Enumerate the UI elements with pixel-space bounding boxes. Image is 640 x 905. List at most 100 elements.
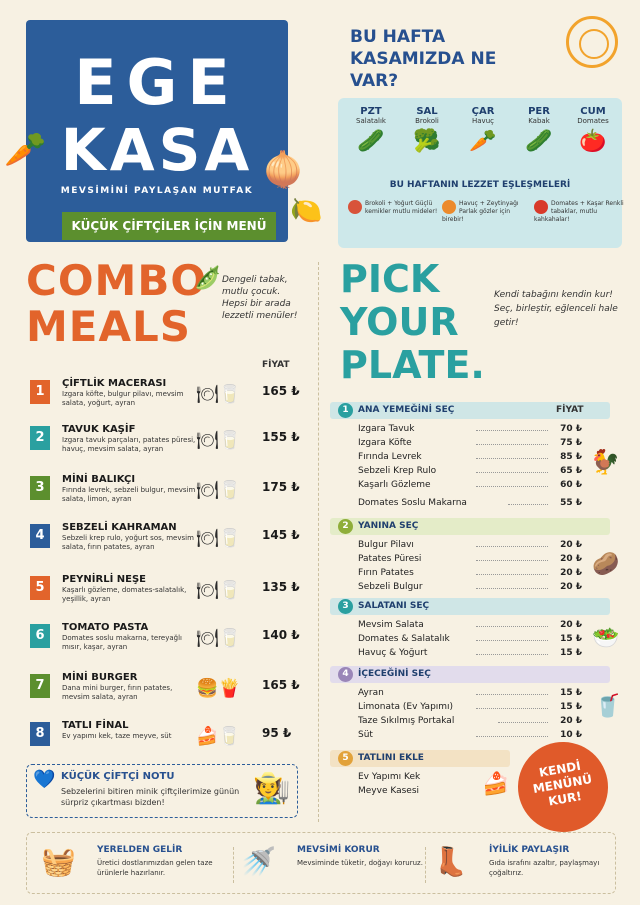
section-title: TATLINI EKLE bbox=[358, 753, 424, 763]
day-item: PER Kabak 🥒 bbox=[514, 106, 564, 154]
item-price: 70 ₺ bbox=[560, 424, 582, 434]
item-name: Fırında Levrek bbox=[358, 452, 422, 462]
combo-title: COMBO MEALS bbox=[26, 258, 207, 350]
combo-name: SEBZELİ KAHRAMAN bbox=[62, 522, 177, 533]
combo-item[interactable]: 8 TATLI FİNAL Ev yapımı kek, taze meyve,… bbox=[26, 720, 306, 766]
pair-item: Domates + Kaşar Renkli tabaklar, mutlu k… bbox=[534, 200, 624, 224]
section-number: 2 bbox=[338, 519, 353, 534]
section-number: 3 bbox=[338, 599, 353, 614]
combo-price: 165 ₺ bbox=[262, 384, 300, 398]
menu-row[interactable]: Izgara Köfte 75 ₺ bbox=[358, 438, 582, 451]
menu-row[interactable]: Ayran 15 ₺ bbox=[358, 688, 582, 701]
menu-row[interactable]: Domates & Salatalık 15 ₺ bbox=[358, 634, 582, 647]
day-label: PZT bbox=[360, 106, 382, 117]
combo-price: 165 ₺ bbox=[262, 678, 300, 692]
menu-row[interactable]: Patates Püresi 20 ₺ bbox=[358, 554, 582, 567]
combo-desc: Kaşarlı gözleme, domates-salatalık, yeşi… bbox=[62, 586, 187, 603]
menu-row[interactable]: Mevsim Salata 20 ₺ bbox=[358, 620, 582, 633]
combo-name: MİNİ BALIKÇI bbox=[62, 474, 136, 485]
plate-icon: 🍽🥛 bbox=[196, 480, 242, 501]
footer-text: Gıda israfını azaltır, paylaşmayı çoğalt… bbox=[489, 859, 600, 877]
section-header: 1 ANA YEMEĞİNİ SEÇ FİYAT bbox=[330, 402, 610, 419]
combo-item[interactable]: 5 PEYNİRLİ NEŞE Kaşarlı gözleme, domates… bbox=[26, 574, 306, 620]
tomato-icon: 🍅 bbox=[579, 129, 607, 154]
menu-row[interactable]: Meyve Kasesi bbox=[358, 786, 498, 799]
item-name: Ev Yapımı Kek bbox=[358, 772, 421, 782]
item-price: 20 ₺ bbox=[560, 554, 582, 564]
build-your-menu-badge: KENDİ MENÜNÜ KUR! bbox=[510, 734, 616, 840]
logo-word-kasa: KASA bbox=[60, 116, 254, 184]
menu-row[interactable]: Izgara Tavuk 70 ₺ bbox=[358, 424, 582, 437]
combo-name: TATLI FİNAL bbox=[62, 720, 129, 731]
combo-desc: Izgara köfte, bulgur pilavı, mevsim sala… bbox=[62, 390, 184, 407]
potato-icon: 🥔 bbox=[592, 552, 620, 577]
menu-row[interactable]: Sebzeli Bulgur 20 ₺ bbox=[358, 582, 582, 595]
watering-can-icon: 🚿 bbox=[241, 845, 276, 878]
combo-item[interactable]: 7 MİNİ BURGER Dana mini burger, fırın pa… bbox=[26, 672, 306, 718]
item-name: Izgara Tavuk bbox=[358, 424, 415, 434]
item-name: Ayran bbox=[358, 688, 384, 698]
menu-row[interactable]: Kaşarlı Gözleme 60 ₺ bbox=[358, 480, 582, 493]
combo-desc: Izgara tavuk parçaları, patates püresi, … bbox=[62, 436, 196, 453]
menu-row[interactable]: Fırında Levrek 85 ₺ bbox=[358, 452, 582, 465]
combo-price: 155 ₺ bbox=[262, 430, 300, 444]
combo-price: 95 ₺ bbox=[262, 726, 292, 740]
menu-row[interactable]: Ev Yapımı Kek bbox=[358, 772, 498, 785]
section-number: 5 bbox=[338, 751, 353, 766]
pea-pod-icon: 🫛 bbox=[194, 266, 222, 291]
combo-item[interactable]: 1 ÇİFTLİK MACERASI Izgara köfte, bulgur … bbox=[26, 378, 306, 424]
section-header: 2 YANINA SEÇ bbox=[330, 518, 610, 535]
menu-row[interactable]: Limonata (Ev Yapımı) 15 ₺ bbox=[358, 702, 582, 715]
combo-number: 1 bbox=[30, 380, 50, 404]
combo-desc: Dana mini burger, fırın patates, mevsim … bbox=[62, 684, 173, 701]
menu-row[interactable]: Fırın Patates 20 ₺ bbox=[358, 568, 582, 581]
farmer-note-title: KÜÇÜK ÇİFTÇİ NOTU bbox=[61, 771, 175, 782]
item-price: 20 ₺ bbox=[560, 540, 582, 550]
menu-row[interactable]: Havuç & Yoğurt 15 ₺ bbox=[358, 648, 582, 661]
leader-dots bbox=[476, 626, 548, 627]
menu-subtitle: KÜÇÜK ÇİFTÇİLER İÇİN MENÜ bbox=[62, 212, 276, 240]
item-price: 20 ₺ bbox=[560, 582, 582, 592]
item-price: 15 ₺ bbox=[560, 688, 582, 698]
pick-title-line3: PLATE. bbox=[340, 343, 485, 387]
item-price: 20 ₺ bbox=[560, 568, 582, 578]
leader-dots bbox=[476, 654, 548, 655]
menu-row[interactable]: Domates Soslu Makarna 55 ₺ bbox=[358, 498, 582, 511]
combo-item[interactable]: 3 MİNİ BALIKÇI Fırında levrek, sebzeli b… bbox=[26, 474, 306, 520]
pair-item: Havuç + Zeytinyağı Parlak gözler için bi… bbox=[442, 200, 532, 224]
plate-icon: 🍽🥛 bbox=[196, 384, 242, 405]
pair-title: BU HAFTANIN LEZZET EŞLEŞMELERİ bbox=[389, 180, 571, 190]
sun-icon bbox=[566, 16, 618, 68]
section-number: 1 bbox=[338, 403, 353, 418]
item-name: Fırın Patates bbox=[358, 568, 414, 578]
item-name: Meyve Kasesi bbox=[358, 786, 420, 796]
day-veg: Domates bbox=[577, 117, 609, 125]
item-price: 15 ₺ bbox=[560, 702, 582, 712]
menu-row[interactable]: Taze Sıkılmış Portakal 20 ₺ bbox=[358, 716, 582, 729]
pair-text: Domates + Kaşar Renkli tabaklar, mutlu k… bbox=[534, 200, 624, 223]
combo-desc: Sebzeli krep rulo, yoğurt sos, mevsim sa… bbox=[62, 534, 194, 551]
combo-item[interactable]: 6 TOMATO PASTA Domates soslu makarna, te… bbox=[26, 622, 306, 668]
item-name: Havuç & Yoğurt bbox=[358, 648, 428, 658]
combo-item[interactable]: 4 SEBZELİ KAHRAMAN Sebzeli krep rulo, yo… bbox=[26, 522, 306, 568]
section-title: YANINA SEÇ bbox=[358, 521, 419, 531]
item-name: Sebzeli Bulgur bbox=[358, 582, 423, 592]
burger-icon: 🍔🍟 bbox=[196, 678, 241, 699]
menu-row[interactable]: Süt 10 ₺ bbox=[358, 730, 582, 743]
item-price: 65 ₺ bbox=[560, 466, 582, 476]
combo-price: 145 ₺ bbox=[262, 528, 300, 542]
week-box: PZT Salatalık 🥒 SAL Brokoli 🥦 ÇAR Havuç … bbox=[338, 98, 622, 248]
leader-dots bbox=[476, 486, 548, 487]
carrot-icon: 🥕 bbox=[469, 129, 497, 154]
logo-word-ege: EGE bbox=[74, 46, 240, 119]
salad-bowl-icon: 🥗 bbox=[592, 626, 620, 651]
day-item: PZT Salatalık 🥒 bbox=[346, 106, 396, 154]
combo-item[interactable]: 2 TAVUK KAŞİF Izgara tavuk parçaları, pa… bbox=[26, 424, 306, 470]
carrot-icon: 🥕 bbox=[4, 130, 47, 170]
menu-row[interactable]: Sebzeli Krep Rulo 65 ₺ bbox=[358, 466, 582, 479]
footer-title: MEVSİMİ KORUR bbox=[297, 845, 380, 855]
item-price: 20 ₺ bbox=[560, 620, 582, 630]
section-header: 4 İÇECEĞİNİ SEÇ bbox=[330, 666, 610, 683]
combo-name: MİNİ BURGER bbox=[62, 672, 138, 683]
menu-row[interactable]: Bulgur Pilavı 20 ₺ bbox=[358, 540, 582, 553]
